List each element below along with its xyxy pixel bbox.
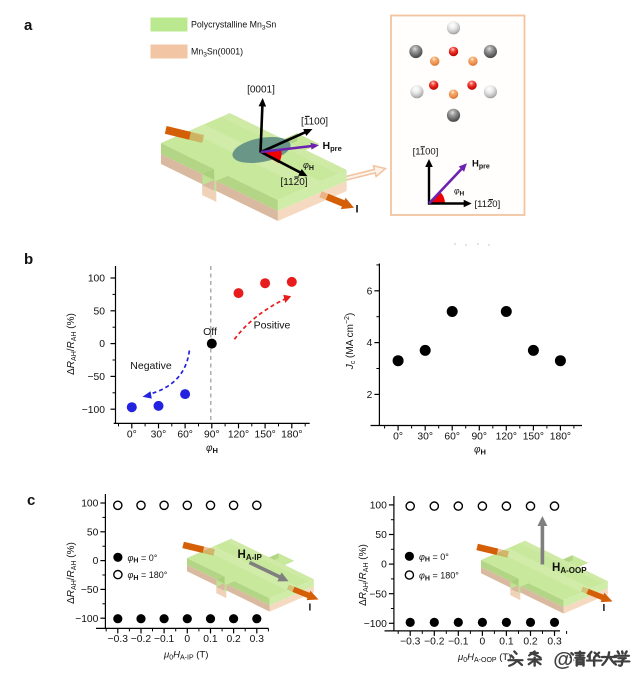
svg-text:HA-OOP: HA-OOP (552, 562, 587, 575)
svg-text:φH: φH (474, 445, 486, 457)
svg-text:−0.1: −0.1 (448, 636, 469, 647)
svg-text:ΔRAH/RAH (%): ΔRAH/RAH (%) (66, 313, 78, 375)
svg-text:ΔRAH/RAH (%): ΔRAH/RAH (%) (66, 542, 78, 604)
svg-text:30°: 30° (151, 429, 167, 440)
svg-text:120°: 120° (496, 432, 517, 443)
svg-text:Jc (MA cm−2): Jc (MA cm−2) (344, 313, 357, 371)
svg-text:0: 0 (381, 560, 387, 571)
svg-text:30°: 30° (417, 432, 433, 443)
svg-text:−50: −50 (81, 585, 99, 596)
svg-text:@: @ (555, 649, 575, 672)
svg-text:100: 100 (81, 499, 98, 510)
svg-text:0: 0 (99, 339, 105, 350)
svg-text:120°: 120° (228, 429, 249, 440)
svg-text:I: I (356, 204, 359, 216)
svg-text:φH = 180°: φH = 180° (128, 570, 168, 582)
svg-text:b: b (24, 251, 33, 268)
svg-text:@: @ (553, 648, 573, 671)
svg-text:φH: φH (206, 443, 218, 455)
svg-text:0.3: 0.3 (250, 634, 265, 645)
svg-text:0°: 0° (393, 432, 403, 443)
svg-text:50: 50 (87, 527, 99, 538)
svg-text:[1100]: [1100] (301, 117, 328, 128)
svg-text:[1120]: [1120] (475, 199, 501, 210)
svg-text:180°: 180° (281, 429, 302, 440)
svg-text:[1120]: [1120] (280, 177, 307, 188)
svg-text:−100: −100 (75, 614, 98, 625)
svg-text:−0.3: −0.3 (108, 634, 129, 645)
svg-text:0.2: 0.2 (226, 634, 241, 645)
svg-text:I: I (309, 603, 312, 614)
svg-text:100: 100 (88, 274, 105, 285)
svg-text:−0.3: −0.3 (400, 636, 421, 647)
svg-text:−100: −100 (364, 619, 387, 630)
svg-text:μ0HA-IP (T): μ0HA-IP (T) (163, 650, 208, 662)
svg-text:Hpre: Hpre (472, 159, 490, 171)
svg-text:180°: 180° (550, 432, 571, 443)
svg-text:Off: Off (203, 326, 217, 338)
svg-text:0.3: 0.3 (547, 636, 562, 647)
svg-text:0°: 0° (127, 429, 137, 440)
svg-text:90°: 90° (204, 429, 220, 440)
svg-text:50: 50 (375, 530, 387, 541)
svg-text:60°: 60° (444, 432, 460, 443)
svg-text:0.2: 0.2 (523, 636, 538, 647)
svg-text:μ0HA-OOP (T): μ0HA-OOP (T) (457, 652, 511, 664)
svg-text:2: 2 (367, 390, 373, 401)
svg-text:ΔRAH/RAH (%): ΔRAH/RAH (%) (358, 544, 370, 606)
svg-text:Negative: Negative (130, 360, 172, 372)
svg-text:Polycrystalline Mn3Sn: Polycrystalline Mn3Sn (191, 19, 276, 31)
svg-text:φH: φH (454, 186, 465, 198)
svg-text:−0.2: −0.2 (424, 636, 445, 647)
svg-text:Hpre: Hpre (323, 140, 342, 153)
svg-text:6: 6 (367, 286, 373, 297)
svg-text:90°: 90° (471, 432, 487, 443)
svg-text:φH = 0°: φH = 0° (419, 552, 449, 564)
svg-text:−0.2: −0.2 (131, 634, 152, 645)
svg-text:c: c (27, 492, 35, 509)
svg-text:150°: 150° (254, 429, 275, 440)
svg-text:0: 0 (480, 636, 486, 647)
svg-text:50: 50 (94, 306, 106, 317)
svg-text:φH: φH (303, 160, 314, 172)
svg-text:100: 100 (370, 501, 387, 512)
svg-text:0: 0 (184, 634, 190, 645)
svg-text:φH = 180°: φH = 180° (419, 571, 459, 583)
svg-text:0: 0 (93, 556, 99, 567)
svg-text:60°: 60° (177, 429, 193, 440)
svg-text:0.1: 0.1 (499, 636, 514, 647)
svg-text:HA-IP: HA-IP (238, 549, 263, 562)
svg-text:−0.1: −0.1 (154, 634, 175, 645)
svg-text:φH = 0°: φH = 0° (128, 553, 158, 565)
svg-text:Positive: Positive (254, 320, 291, 332)
svg-text:150°: 150° (523, 432, 544, 443)
svg-text:0.1: 0.1 (203, 634, 218, 645)
svg-text:−50: −50 (88, 372, 106, 383)
svg-text:I: I (603, 603, 606, 614)
svg-text:[0001]: [0001] (247, 85, 275, 96)
svg-text:a: a (24, 17, 33, 34)
svg-text:4: 4 (367, 338, 373, 349)
svg-text:−100: −100 (82, 405, 105, 416)
svg-text:−50: −50 (369, 589, 387, 600)
svg-text:[1100]: [1100] (413, 147, 439, 158)
